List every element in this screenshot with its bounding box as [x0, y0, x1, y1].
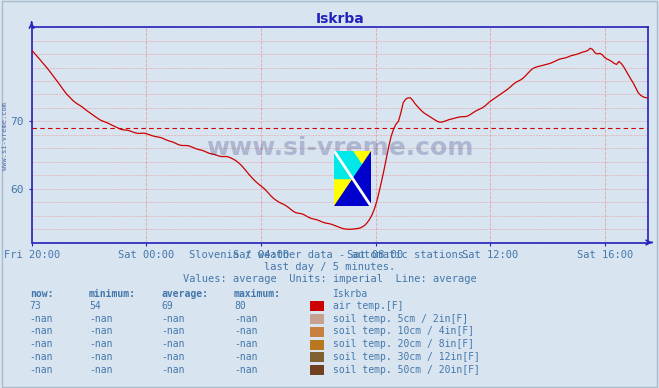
Text: soil temp. 20cm / 8in[F]: soil temp. 20cm / 8in[F]: [333, 339, 474, 349]
Polygon shape: [335, 151, 371, 178]
Text: -nan: -nan: [234, 339, 258, 349]
Text: -nan: -nan: [30, 352, 53, 362]
Text: 80: 80: [234, 301, 246, 311]
Text: -nan: -nan: [89, 352, 113, 362]
Text: -nan: -nan: [89, 326, 113, 336]
Text: minimum:: minimum:: [89, 289, 136, 299]
Text: -nan: -nan: [161, 365, 185, 375]
Text: Values: average  Units: imperial  Line: average: Values: average Units: imperial Line: av…: [183, 274, 476, 284]
Text: -nan: -nan: [234, 314, 258, 324]
Text: -nan: -nan: [161, 352, 185, 362]
Text: -nan: -nan: [161, 314, 185, 324]
Text: -nan: -nan: [161, 326, 185, 336]
Text: -nan: -nan: [30, 339, 53, 349]
Text: Slovenia / weather data - automatic stations.: Slovenia / weather data - automatic stat…: [189, 250, 470, 260]
Text: soil temp. 50cm / 20in[F]: soil temp. 50cm / 20in[F]: [333, 365, 480, 375]
Text: www.si-vreme.com: www.si-vreme.com: [2, 102, 9, 170]
Text: -nan: -nan: [161, 339, 185, 349]
Title: Iskrba: Iskrba: [316, 12, 364, 26]
Text: -nan: -nan: [234, 326, 258, 336]
Text: -nan: -nan: [30, 314, 53, 324]
Text: average:: average:: [161, 289, 208, 299]
Text: 69: 69: [161, 301, 173, 311]
Text: now:: now:: [30, 289, 53, 299]
Text: -nan: -nan: [30, 326, 53, 336]
Text: -nan: -nan: [30, 365, 53, 375]
Text: 73: 73: [30, 301, 42, 311]
Text: -nan: -nan: [89, 314, 113, 324]
Text: soil temp. 30cm / 12in[F]: soil temp. 30cm / 12in[F]: [333, 352, 480, 362]
Text: -nan: -nan: [234, 352, 258, 362]
Text: last day / 5 minutes.: last day / 5 minutes.: [264, 262, 395, 272]
Text: soil temp. 10cm / 4in[F]: soil temp. 10cm / 4in[F]: [333, 326, 474, 336]
Text: air temp.[F]: air temp.[F]: [333, 301, 403, 311]
Text: -nan: -nan: [234, 365, 258, 375]
Text: -nan: -nan: [89, 339, 113, 349]
Text: www.si-vreme.com: www.si-vreme.com: [206, 136, 473, 160]
Text: maximum:: maximum:: [234, 289, 281, 299]
Text: 54: 54: [89, 301, 101, 311]
Text: Iskrba: Iskrba: [333, 289, 368, 299]
Polygon shape: [335, 151, 371, 206]
Text: soil temp. 5cm / 2in[F]: soil temp. 5cm / 2in[F]: [333, 314, 468, 324]
Text: -nan: -nan: [89, 365, 113, 375]
